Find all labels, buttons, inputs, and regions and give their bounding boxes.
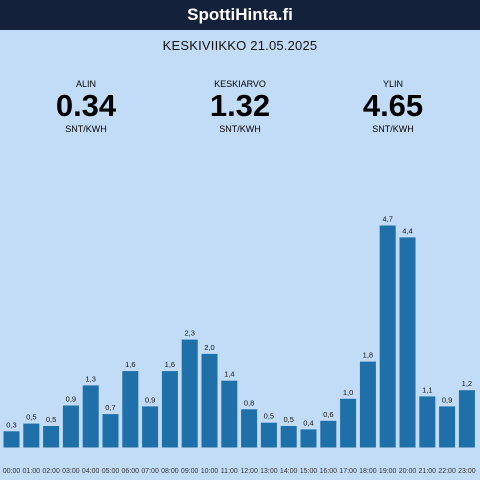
bar-00:00[interactable] bbox=[3, 431, 20, 448]
bar-21:00[interactable] bbox=[419, 396, 436, 448]
x-tick-label: 20:00 bbox=[399, 468, 417, 475]
bar-value-label: 0,8 bbox=[244, 398, 254, 407]
stat-min: ALIN 0.34 SNT/KWH bbox=[26, 79, 146, 134]
stat-min-unit: SNT/KWH bbox=[65, 124, 107, 134]
stat-max: YLIN 4.65 SNT/KWH bbox=[333, 79, 453, 134]
bar-value-label: 0,4 bbox=[303, 418, 313, 427]
x-tick-label: 17:00 bbox=[339, 468, 357, 475]
bar-value-label: 2,0 bbox=[204, 343, 214, 352]
bar-09:00[interactable] bbox=[181, 339, 198, 448]
bar-value-label: 1,1 bbox=[422, 385, 432, 394]
bar-value-label: 0,9 bbox=[145, 395, 155, 404]
stat-min-label: ALIN bbox=[75, 79, 96, 89]
x-tick-label: 04:00 bbox=[82, 468, 100, 475]
bar-01:00[interactable] bbox=[23, 423, 40, 448]
stat-max-unit: SNT/KWH bbox=[372, 124, 414, 134]
x-tick-label: 00:00 bbox=[3, 468, 21, 475]
stat-average-unit: SNT/KWH bbox=[219, 124, 261, 134]
bar-06:00[interactable] bbox=[122, 371, 139, 448]
bar-value-label: 0,9 bbox=[442, 395, 452, 404]
bar-value-label: 1,2 bbox=[462, 379, 472, 388]
site-title[interactable]: SpottiHinta.fi bbox=[187, 5, 293, 24]
x-tick-label: 08:00 bbox=[161, 468, 179, 475]
x-tick-label: 18:00 bbox=[359, 468, 377, 475]
x-tick-label: 06:00 bbox=[122, 468, 140, 475]
bar-value-label: 1,4 bbox=[224, 370, 234, 379]
bar-value-label: 4,4 bbox=[402, 226, 412, 235]
bar-value-label: 0,5 bbox=[264, 412, 274, 421]
bar-15:00[interactable] bbox=[300, 429, 317, 448]
x-tick-label: 07:00 bbox=[141, 468, 159, 475]
x-tick-label: 14:00 bbox=[280, 468, 298, 475]
bar-value-label: 0,5 bbox=[283, 415, 293, 424]
bar-16:00[interactable] bbox=[320, 420, 337, 448]
bar-17:00[interactable] bbox=[340, 398, 357, 448]
x-tick-label: 01:00 bbox=[23, 468, 41, 475]
stat-max-label: YLIN bbox=[382, 79, 403, 89]
bar-20:00[interactable] bbox=[399, 237, 416, 448]
stat-average-label: KESKIARVO bbox=[214, 79, 266, 89]
bar-19:00[interactable] bbox=[379, 225, 396, 448]
bar-value-label: 0,5 bbox=[46, 415, 56, 424]
bar-11:00[interactable] bbox=[221, 380, 238, 448]
bar-value-label: 1,3 bbox=[85, 374, 95, 383]
bar-10:00[interactable] bbox=[201, 353, 218, 448]
x-tick-label: 16:00 bbox=[320, 468, 338, 475]
bar-22:00[interactable] bbox=[439, 406, 456, 448]
x-tick-label: 11:00 bbox=[221, 468, 238, 475]
bar-14:00[interactable] bbox=[280, 426, 297, 448]
x-tick-label: 02:00 bbox=[42, 468, 60, 475]
stat-min-value: 0.34 bbox=[55, 88, 117, 123]
bar-13:00[interactable] bbox=[260, 422, 277, 448]
x-tick-label: 09:00 bbox=[181, 468, 199, 475]
x-tick-label: 03:00 bbox=[62, 468, 80, 475]
bar-value-label: 0,5 bbox=[26, 413, 36, 422]
bar-value-label: 0,9 bbox=[66, 395, 76, 404]
price-bar-chart: 0,3 00:00 0,5 01:00 0,5 02:00 0,9 03:00 1,3 04:00… bbox=[3, 215, 476, 476]
date-heading: KESKIVIIKKO 21.05.2025 bbox=[162, 38, 318, 53]
bar-12:00[interactable] bbox=[241, 409, 258, 448]
x-tick-label: 23:00 bbox=[458, 468, 476, 475]
bar-value-label: 2,3 bbox=[184, 329, 194, 338]
bar-value-label: 0,3 bbox=[6, 420, 16, 429]
bar-value-label: 0,6 bbox=[323, 410, 333, 419]
bar-02:00[interactable] bbox=[43, 426, 60, 448]
bar-value-label: 1,8 bbox=[363, 351, 373, 360]
x-tick-label: 10:00 bbox=[201, 468, 219, 475]
stat-average: KESKIARVO 1.32 SNT/KWH bbox=[180, 79, 300, 134]
x-tick-label: 13:00 bbox=[260, 468, 278, 475]
x-tick-label: 19:00 bbox=[379, 468, 397, 475]
x-tick-label: 22:00 bbox=[438, 468, 456, 475]
bar-value-label: 1,6 bbox=[125, 360, 135, 369]
x-tick-label: 05:00 bbox=[102, 468, 120, 475]
x-tick-label: 21:00 bbox=[419, 468, 437, 475]
bar-value-label: 4,7 bbox=[382, 215, 392, 224]
bar-value-label: 1,6 bbox=[165, 360, 175, 369]
site-header: SpottiHinta.fi bbox=[0, 0, 480, 30]
x-tick-label: 15:00 bbox=[300, 468, 318, 475]
bar-03:00[interactable] bbox=[62, 405, 79, 448]
bar-04:00[interactable] bbox=[82, 385, 99, 448]
bar-18:00[interactable] bbox=[359, 361, 376, 448]
bar-value-label: 0,7 bbox=[105, 403, 115, 412]
stat-average-value: 1.32 bbox=[209, 88, 271, 123]
x-tick-label: 12:00 bbox=[240, 468, 258, 475]
bar-05:00[interactable] bbox=[102, 414, 119, 448]
bar-23:00[interactable] bbox=[458, 390, 475, 448]
stat-max-value: 4.65 bbox=[362, 88, 424, 123]
bar-08:00[interactable] bbox=[161, 371, 178, 448]
bar-value-label: 1,0 bbox=[343, 388, 353, 397]
bar-07:00[interactable] bbox=[142, 406, 159, 448]
